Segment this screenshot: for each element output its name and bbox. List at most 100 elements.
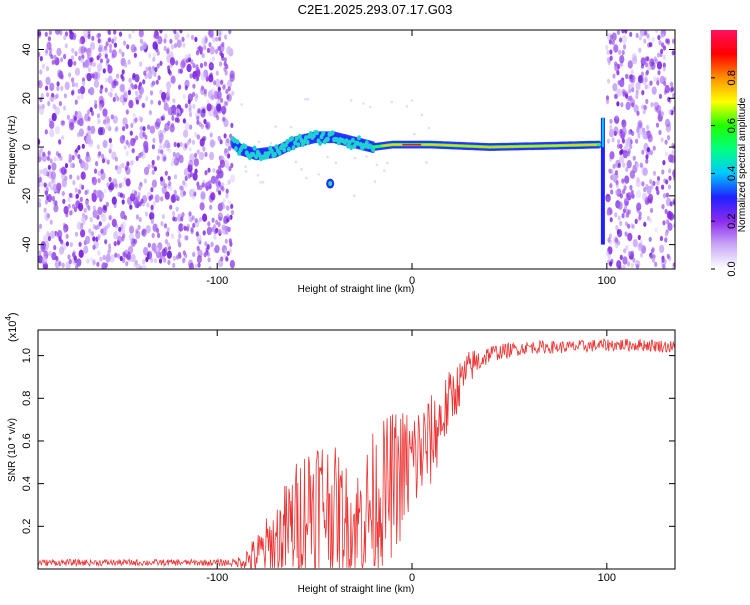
noise-dot (662, 54, 667, 61)
noise-dot (192, 62, 196, 69)
ridge-peak (507, 145, 511, 148)
ridge-peak (484, 146, 488, 148)
noise-dot (46, 213, 51, 219)
x-tick-label: -100 (206, 275, 228, 287)
noise-dot (229, 70, 235, 79)
noise-dot (139, 182, 143, 188)
ridge-peak (551, 144, 556, 147)
noise-dot (670, 81, 674, 87)
noise-dot (660, 258, 666, 268)
ridge-peak (572, 144, 577, 147)
noise-dot (646, 185, 652, 195)
noise-dot (80, 171, 86, 180)
x-tick-label: 100 (598, 572, 616, 584)
noise-dot (608, 39, 613, 45)
noise-dot (615, 182, 619, 188)
noise-dot (663, 266, 667, 269)
noise-dot (59, 155, 63, 161)
noise-dot (224, 248, 228, 254)
noise-dot (172, 211, 176, 217)
noise-dot (658, 40, 662, 46)
noise-dot (179, 141, 183, 147)
noise-dot (212, 37, 216, 43)
noise-dot (638, 215, 642, 221)
noise-dot (89, 232, 93, 238)
noise-dot (623, 185, 627, 191)
noise-dot (200, 86, 206, 96)
noise-dot (630, 262, 634, 268)
noise-dot (182, 180, 186, 186)
noise-dot (226, 138, 230, 144)
noise-dot (94, 99, 98, 105)
noise-dot (97, 206, 103, 215)
noise-dot (629, 144, 633, 150)
noise-dot (210, 241, 214, 247)
noise-dot (62, 105, 67, 111)
noise-dot (149, 211, 155, 221)
noise-dot (217, 86, 221, 92)
noise-dot (628, 129, 632, 135)
noise-dot (606, 210, 610, 216)
ridge-peak (453, 144, 457, 147)
noise-dot (219, 159, 225, 168)
faint-dot (405, 105, 409, 108)
noise-dot (191, 139, 196, 145)
ridge-core (318, 140, 323, 146)
noise-dot (107, 30, 111, 36)
noise-dot (646, 124, 650, 130)
noise-dot (49, 219, 53, 225)
ridge-peak (498, 146, 502, 148)
noise-dot (98, 95, 104, 105)
noise-dot (106, 159, 110, 165)
noise-dot (652, 170, 657, 176)
noise-dot (106, 58, 110, 64)
noise-dot (122, 117, 128, 126)
ridge-peak (488, 146, 492, 149)
noise-dot (93, 168, 98, 174)
noise-dot (125, 150, 129, 157)
noise-dot (642, 192, 648, 202)
noise-dot (125, 178, 131, 187)
noise-dot (178, 84, 182, 90)
noise-dot (182, 250, 186, 256)
noise-dot (135, 214, 139, 220)
noise-dot (71, 203, 76, 209)
ridge-peak (586, 143, 591, 146)
noise-dot (653, 76, 657, 82)
noise-dot (210, 192, 216, 201)
noise-dot (57, 156, 61, 162)
noise-dot (649, 207, 654, 213)
ridge-peak (526, 145, 530, 148)
noise-dot (645, 98, 649, 105)
noise-dot (102, 108, 108, 117)
noise-dot (38, 106, 45, 115)
noise-dot (146, 251, 153, 260)
noise-dot (650, 254, 654, 260)
ridge-peak (439, 144, 443, 146)
noise-dot (223, 133, 227, 139)
noise-dot (109, 215, 113, 221)
ridge-core (252, 145, 257, 151)
noise-dot (57, 229, 63, 239)
noise-dot (105, 121, 111, 131)
noise-dot (621, 138, 626, 144)
noise-dot (665, 179, 669, 185)
snr-ylabel: SNR (10 * v/v) (7, 418, 18, 482)
noise-dot (108, 138, 112, 144)
noise-dot (69, 30, 73, 35)
noise-dot (206, 180, 212, 190)
noise-dot (655, 185, 659, 192)
noise-dot (155, 79, 159, 85)
noise-dot (624, 30, 628, 34)
noise-dot (164, 122, 170, 132)
noise-dot (621, 88, 625, 95)
noise-dot (223, 159, 229, 169)
noise-dot (606, 138, 611, 144)
noise-dot (40, 181, 44, 187)
noise-dot (225, 88, 229, 95)
ridge-peak (463, 145, 467, 147)
noise-dot (651, 247, 655, 253)
noise-dot (74, 51, 78, 57)
noise-dot (202, 230, 206, 236)
noise-dot (213, 229, 217, 235)
